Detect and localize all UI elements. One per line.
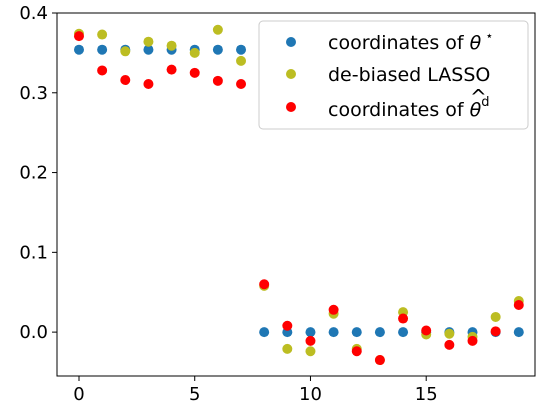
data-point-series-2 <box>421 325 432 336</box>
data-point-series-1 <box>120 46 131 57</box>
data-point-series-0 <box>97 44 108 55</box>
y-tick-label: 0.4 <box>19 3 48 24</box>
legend: coordinates of θ ⋆ de-biased LASSO coordi… <box>258 20 529 130</box>
data-point-series-1 <box>305 346 316 357</box>
legend-label-theta-hat-d: coordinates of θd <box>328 95 490 121</box>
data-point-series-2 <box>189 67 200 78</box>
data-point-series-2 <box>305 335 316 346</box>
data-point-series-2 <box>212 75 223 86</box>
data-point-series-0 <box>212 44 223 55</box>
data-point-series-0 <box>236 44 247 55</box>
legend-marker-theta-hat-d <box>286 102 296 112</box>
data-point-series-1 <box>236 55 247 66</box>
x-tick-label: 15 <box>415 384 438 404</box>
plot-frame <box>56 12 536 377</box>
data-points <box>73 24 524 366</box>
data-point-series-1 <box>189 47 200 58</box>
data-point-series-0 <box>73 44 84 55</box>
data-point-series-2 <box>351 346 362 357</box>
data-point-series-2 <box>513 299 524 310</box>
y-tick-label: 0.0 <box>19 322 48 343</box>
data-point-series-1 <box>212 24 223 35</box>
data-point-series-2 <box>490 326 501 337</box>
data-point-series-0 <box>374 327 385 338</box>
axis-ticks: 0 5 10 15 0.0 0.1 0.2 0.3 0.4 <box>19 3 437 404</box>
data-point-series-0 <box>259 327 270 338</box>
data-point-series-2 <box>282 320 293 331</box>
y-tick-label: 0.2 <box>19 163 48 184</box>
data-point-series-0 <box>351 327 362 338</box>
data-point-series-2 <box>236 79 247 90</box>
data-point-series-0 <box>398 327 409 338</box>
data-point-series-1 <box>97 29 108 40</box>
y-tick-label: 0.3 <box>19 83 48 104</box>
data-point-series-2 <box>73 31 84 42</box>
legend-label-theta-star: coordinates of θ ⋆ <box>328 29 493 54</box>
x-tick-label: 5 <box>189 384 200 404</box>
data-point-series-2 <box>374 355 385 366</box>
data-point-series-0 <box>143 44 154 55</box>
data-point-series-0 <box>328 327 339 338</box>
data-point-series-1 <box>166 40 177 51</box>
data-point-series-0 <box>305 327 316 338</box>
data-point-series-1 <box>143 36 154 47</box>
data-point-series-1 <box>444 328 455 339</box>
data-point-series-2 <box>120 75 131 86</box>
data-point-series-2 <box>166 64 177 75</box>
data-point-series-1 <box>282 343 293 354</box>
legend-marker-debiased-lasso <box>286 69 296 79</box>
legend-label-debiased-lasso: de-biased LASSO <box>328 64 490 86</box>
x-tick-label: 0 <box>73 384 84 404</box>
legend-marker-theta-star <box>286 37 296 47</box>
y-tick-label: 0.1 <box>19 242 48 263</box>
data-point-series-2 <box>97 65 108 76</box>
legend-box <box>258 20 529 130</box>
data-point-series-2 <box>398 313 409 324</box>
data-point-series-2 <box>444 339 455 350</box>
legend-hat-accent: ^ <box>470 85 487 109</box>
data-point-series-2 <box>467 335 478 346</box>
data-point-series-1 <box>490 311 501 322</box>
x-tick-label: 10 <box>299 384 322 404</box>
data-point-series-0 <box>513 327 524 338</box>
data-point-series-2 <box>328 304 339 315</box>
data-point-series-2 <box>143 79 154 90</box>
data-point-series-2 <box>259 279 270 290</box>
